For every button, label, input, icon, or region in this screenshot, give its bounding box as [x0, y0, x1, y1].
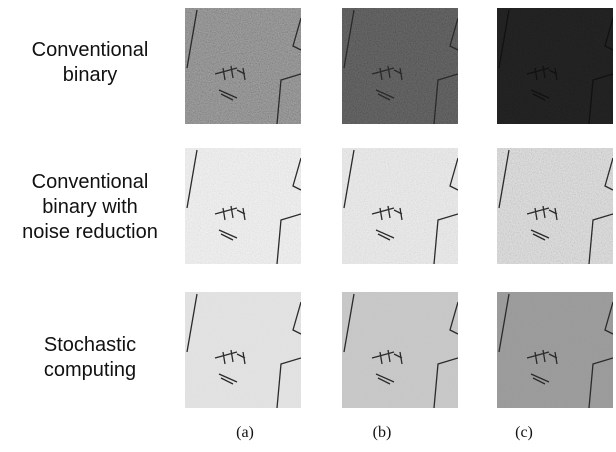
column-label-b: (b): [372, 424, 392, 441]
row-label-line: binary: [62, 64, 118, 86]
image-panel-conventional-binary-a: [185, 8, 301, 124]
image-panel-stochastic-c: [497, 292, 613, 408]
image-panel-stochastic-a: [185, 292, 301, 408]
row-label-line: binary with: [42, 196, 138, 218]
column-label-a: (a): [236, 424, 254, 441]
row-label-line: noise reduction: [22, 221, 158, 243]
row-label-stochastic-computing: Stochastic computing: [0, 333, 180, 383]
row-label-conventional-binary: Conventional binary: [0, 38, 180, 88]
row-label-line: Stochastic: [43, 334, 137, 356]
row-label-line: Conventional: [31, 39, 149, 61]
image-panel-conventional-binary-b: [342, 8, 458, 124]
image-panel-conventional-binary-c: [497, 8, 613, 124]
image-panel-noise-reduction-a: [185, 148, 301, 264]
image-panel-stochastic-b: [342, 292, 458, 408]
row-label-line: computing: [43, 359, 137, 381]
image-panel-noise-reduction-b: [342, 148, 458, 264]
image-panel-noise-reduction-c: [497, 148, 613, 264]
row-label-conventional-binary-noise-reduction: Conventional binary with noise reduction: [0, 170, 180, 245]
row-label-line: Conventional: [31, 171, 149, 193]
column-label-c: (c): [515, 424, 533, 441]
